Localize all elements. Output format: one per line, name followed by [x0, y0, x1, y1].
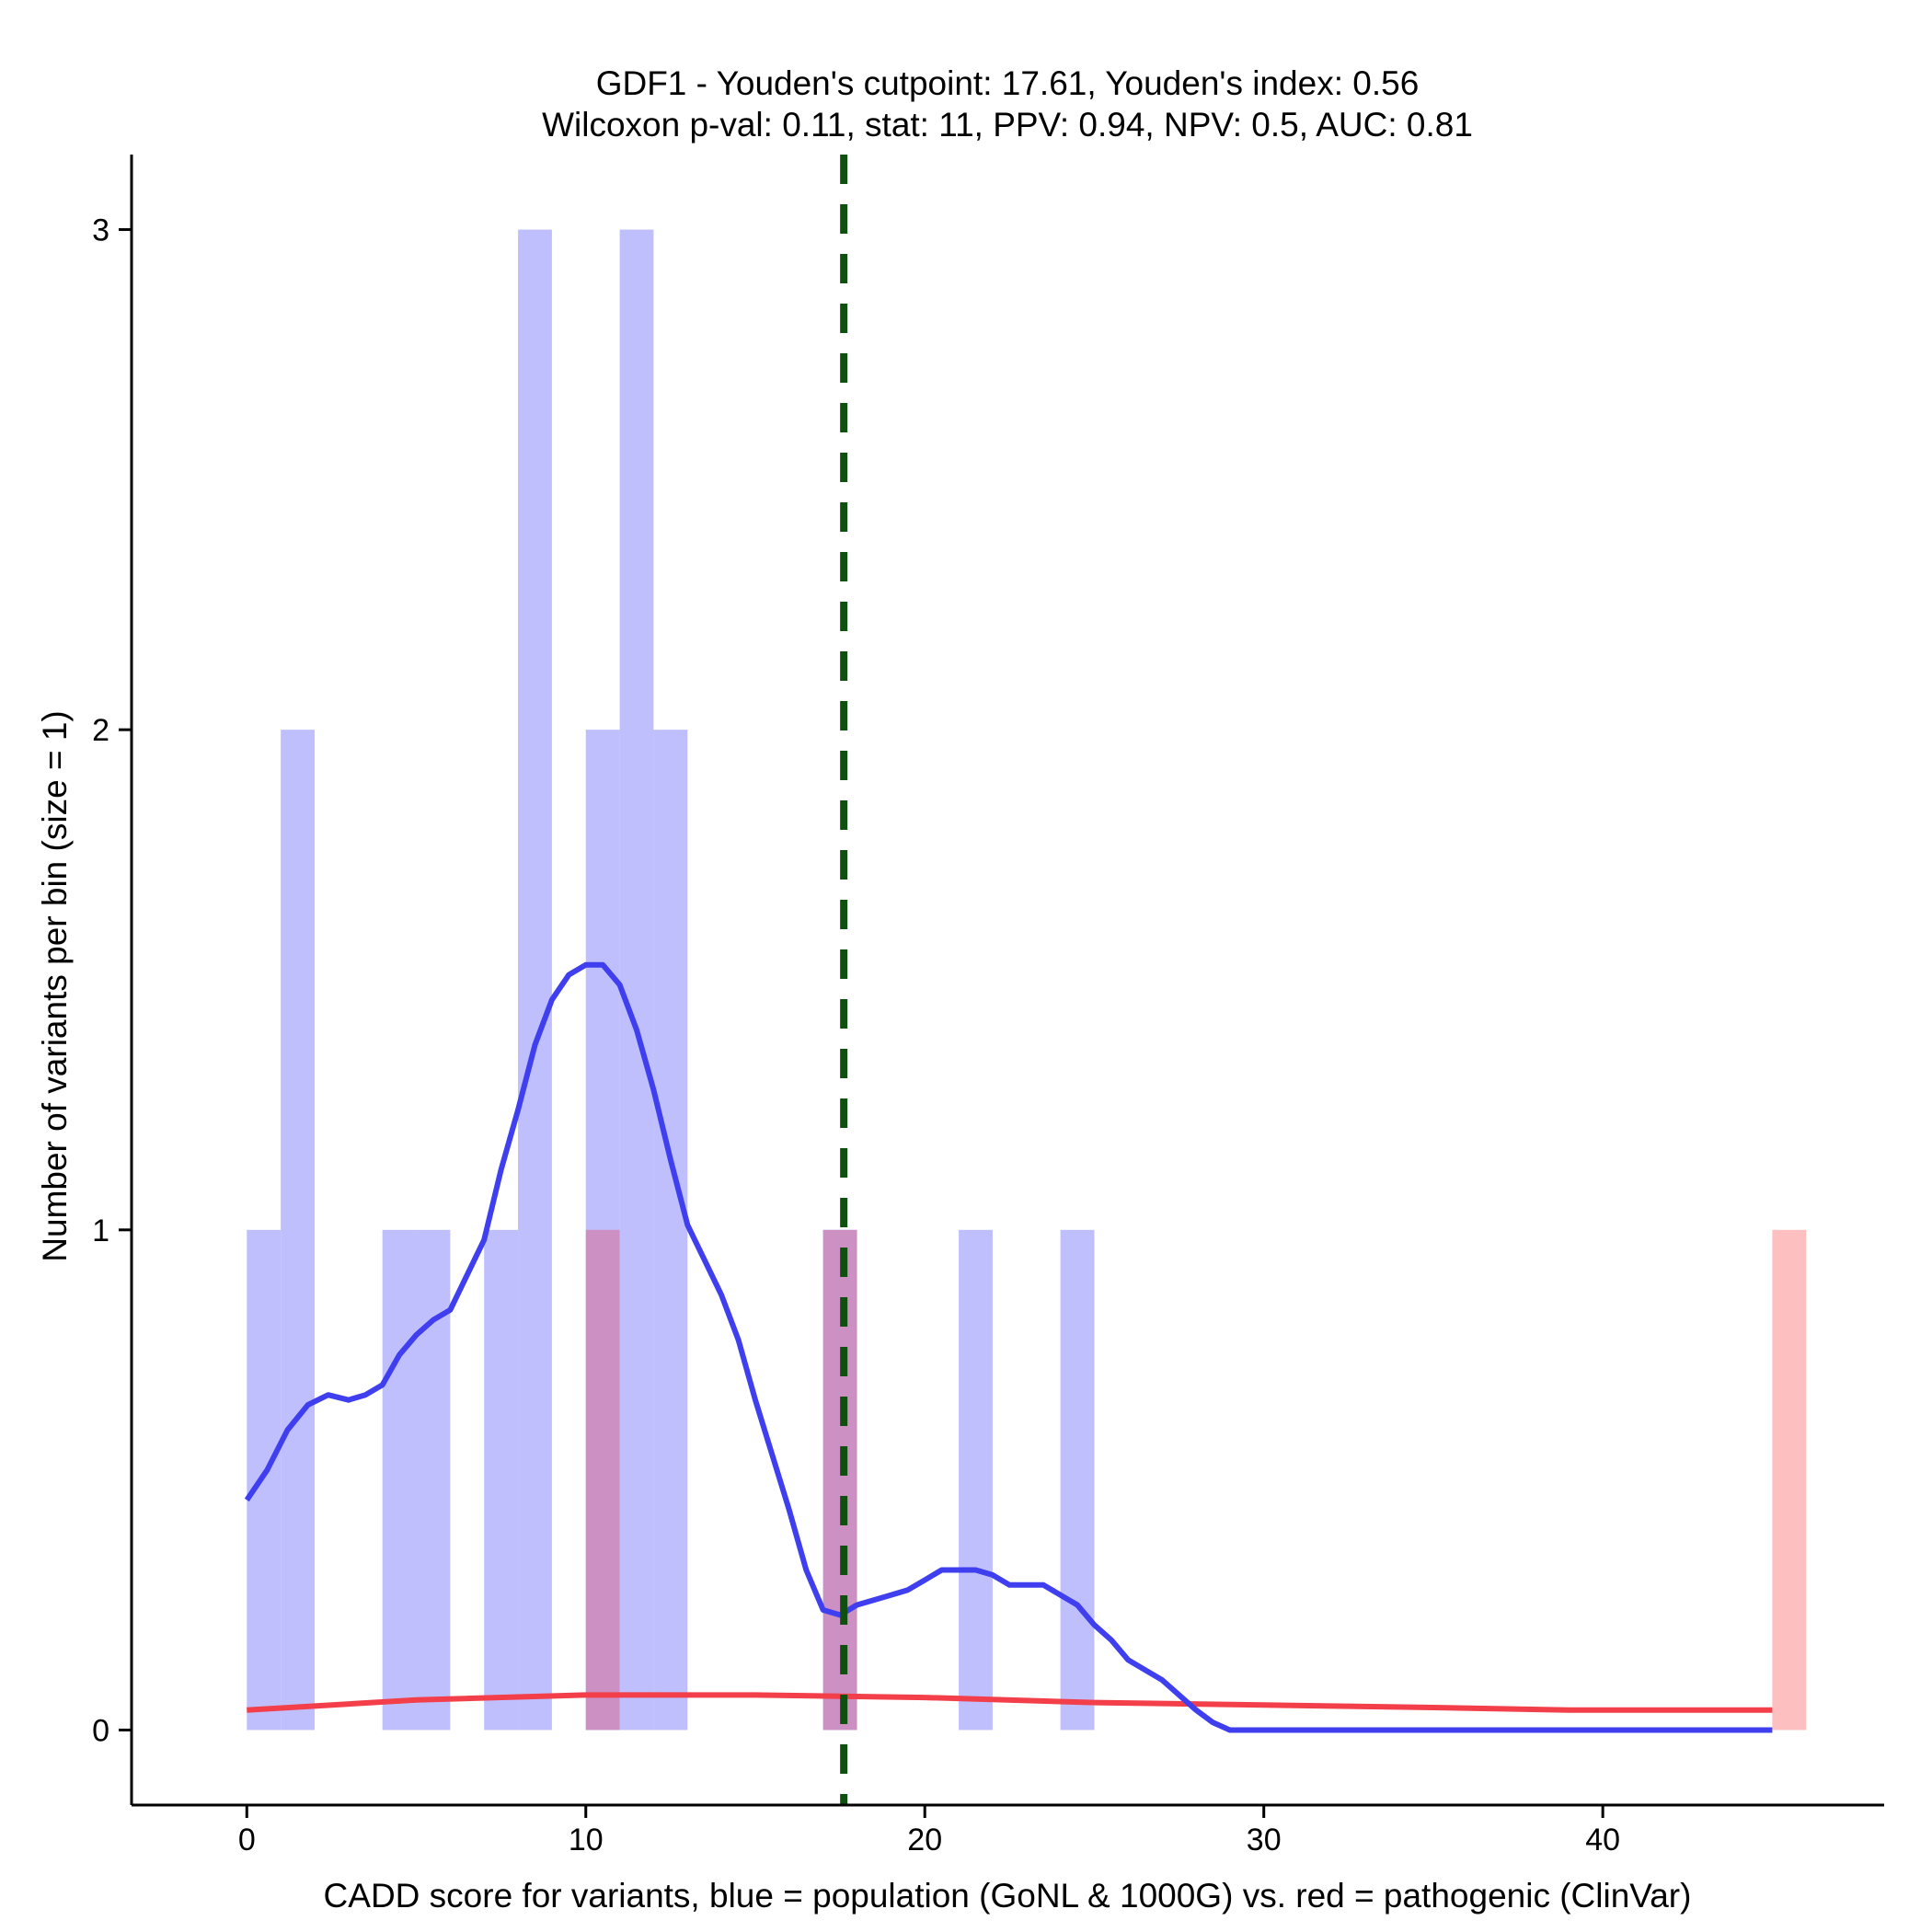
x-tick-label: 30: [1247, 1823, 1282, 1857]
chart-title: GDF1 - Youden's cutpoint: 17.61, Youden'…: [596, 64, 1420, 102]
pathogenic-density-line: [247, 1692, 1773, 1713]
population-bar: [1060, 1229, 1095, 1731]
y-tick-label: 3: [92, 213, 109, 248]
y-axis-ticks: 0 1 2 3: [92, 213, 132, 1748]
y-tick-label: 0: [92, 1713, 109, 1748]
population-bar: [653, 730, 688, 1731]
population-bar: [959, 1229, 993, 1731]
density-curves: [244, 961, 1773, 1733]
x-tick-label: 10: [569, 1823, 604, 1857]
overlap-bar: [585, 1229, 620, 1731]
population-density-line: [244, 961, 1773, 1733]
x-tick-label: 0: [238, 1823, 256, 1857]
x-tick-label: 20: [907, 1823, 942, 1857]
population-bar: [382, 1229, 417, 1731]
population-bar: [484, 1229, 519, 1731]
chart-subtitle: Wilcoxon p-val: 0.11, stat: 11, PPV: 0.9…: [542, 106, 1473, 144]
y-tick-label: 1: [92, 1213, 109, 1248]
population-bar: [416, 1229, 451, 1731]
pathogenic-bar: [1772, 1229, 1807, 1731]
y-tick-label: 2: [92, 713, 109, 748]
population-bar: [518, 229, 552, 1731]
x-tick-label: 40: [1585, 1823, 1620, 1857]
population-bar: [247, 1229, 282, 1731]
overlap-bar: [822, 1229, 857, 1731]
population-bar: [281, 730, 315, 1731]
histogram-bars: [247, 229, 1807, 1731]
x-axis-ticks: 0 10 20 30 40: [238, 1805, 1620, 1857]
y-axis-label: Number of variants per bin (size = 1): [36, 710, 74, 1261]
population-bar: [619, 229, 654, 1731]
axes: [130, 155, 1884, 1807]
x-axis-label: CADD score for variants, blue = populati…: [324, 1877, 1692, 1915]
